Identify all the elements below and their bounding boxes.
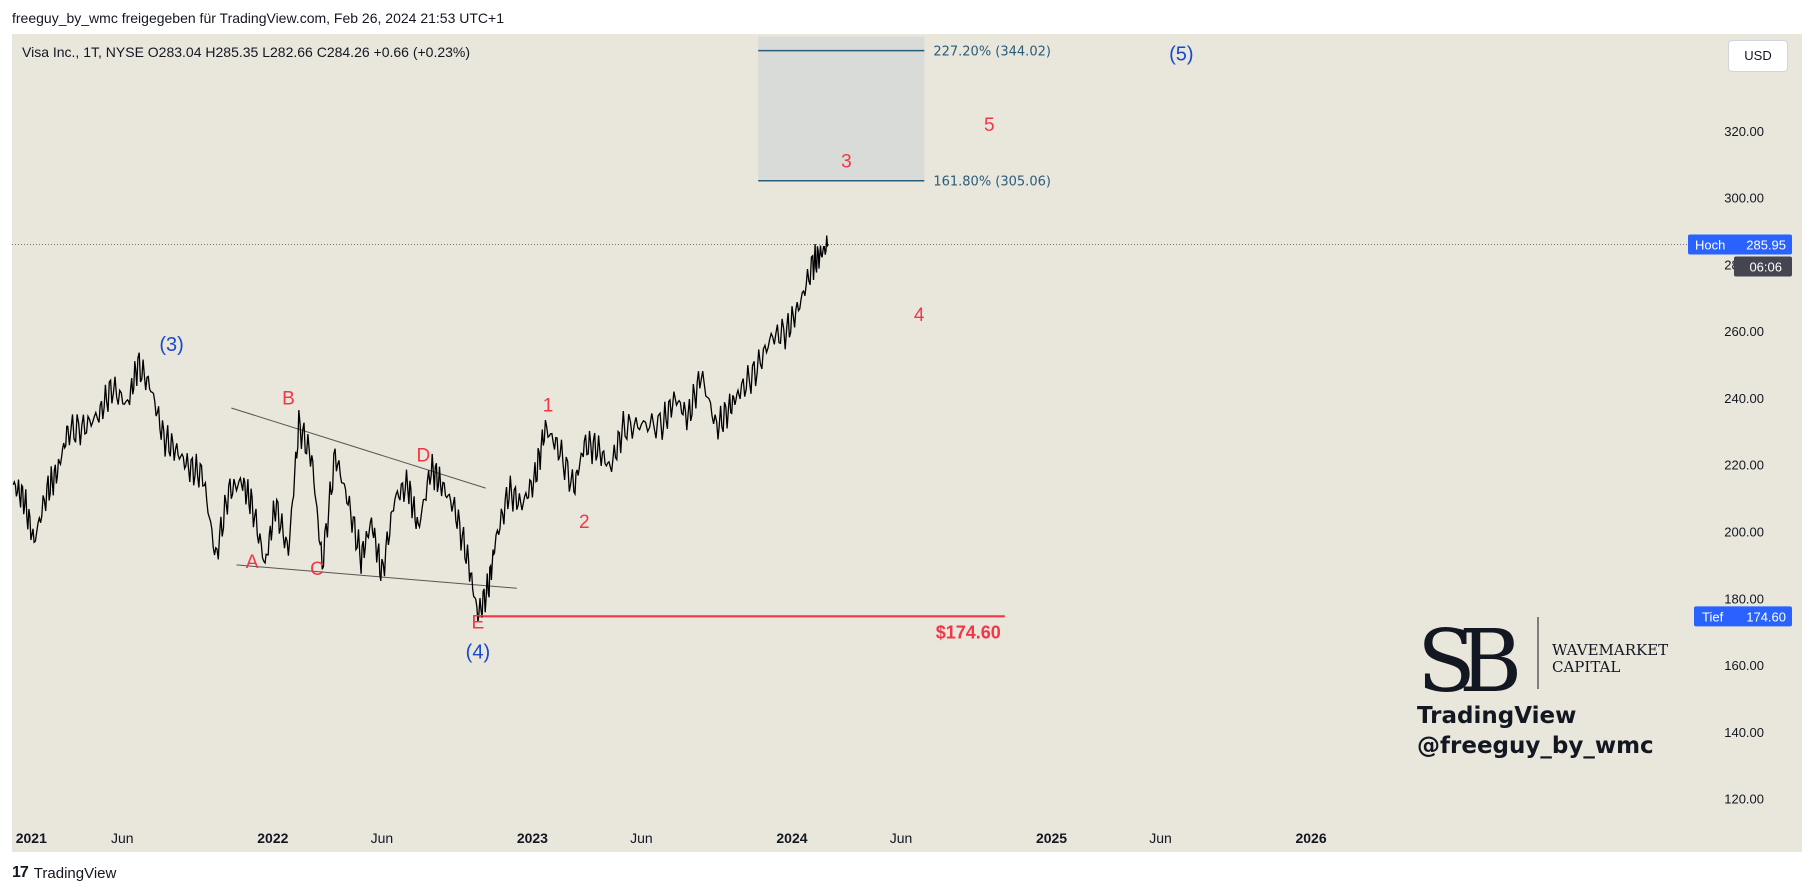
tief-badge-value: 174.60 (1746, 609, 1786, 624)
y-tick-label: 300.00 (1724, 191, 1764, 206)
wave-label-4: 4 (914, 305, 925, 326)
tradingview-logo-icon: 17 (12, 864, 29, 881)
wave-label-degree-3: (3) (159, 334, 183, 356)
logo-s-glyph: S (1417, 612, 1476, 701)
x-tick-label: Jun (371, 830, 394, 846)
logo-b-glyph: B (1459, 612, 1522, 701)
wave-label-C: C (310, 559, 324, 580)
x-tick-label: 2023 (517, 830, 548, 846)
x-tick-label: Jun (111, 830, 134, 846)
wave-label-A: A (246, 552, 259, 573)
footer[interactable]: 17 TradingView (12, 864, 116, 882)
y-tick-label: 200.00 (1724, 525, 1764, 540)
triangle-trendline-0 (231, 407, 486, 489)
fib-zone-box (758, 36, 925, 181)
x-tick-label: Jun (630, 830, 653, 846)
price-badges: Hoch 285.95 06:06 Tief 174.60 (1688, 234, 1792, 627)
price-chart[interactable]: 227.20% (344.02) 161.80% (305.06) $174.60… (12, 34, 1802, 852)
y-tick-label: 160.00 (1724, 658, 1764, 673)
hoch-badge-label: Hoch (1695, 238, 1725, 253)
wave-label-degree-5: (5) (1169, 44, 1193, 66)
annotation-lines: $174.60 (12, 244, 1712, 642)
wave-label-D: D (417, 445, 431, 466)
support-line-label: $174.60 (936, 622, 1001, 642)
countdown-badge (1734, 256, 1792, 277)
price-series-line (12, 235, 829, 623)
symbol-info: Visa Inc., 1T, NYSE O283.04 H285.35 L282… (22, 44, 471, 60)
y-tick-label: 220.00 (1724, 458, 1764, 473)
wavemarket-logo: S B WAVEMARKET CAPITAL (1417, 612, 1668, 701)
tief-badge (1694, 606, 1792, 627)
currency-button[interactable]: USD (1728, 40, 1788, 72)
fibonacci-zone[interactable]: 227.20% (344.02) 161.80% (305.06) (758, 36, 1051, 190)
x-tick-label: 2024 (776, 830, 807, 846)
watermark: S B WAVEMARKET CAPITAL TradingView @free… (1417, 611, 1677, 761)
wave-label-3: 3 (841, 152, 852, 173)
fib-level-label-0: 227.20% (344.02) (933, 45, 1051, 60)
y-tick-label: 260.00 (1724, 324, 1764, 339)
y-tick-label: 120.00 (1724, 792, 1764, 807)
x-tick-label: 2021 (16, 830, 47, 846)
wave-label-E: E (472, 612, 485, 633)
x-tick-label: Jun (890, 830, 913, 846)
wave-label-5: 5 (984, 115, 995, 136)
y-tick-label: 240.00 (1724, 391, 1764, 406)
wave-label-degree-4: (4) (466, 641, 490, 663)
x-tick-label: 2025 (1036, 830, 1067, 846)
triangle-trendline-1 (236, 564, 517, 589)
hoch-badge-value: 285.95 (1746, 238, 1786, 253)
y-tick-label: 180.00 (1724, 591, 1764, 606)
watermark-platform: TradingView (1417, 703, 1577, 729)
wave-label-2: 2 (579, 512, 590, 533)
wave-label-B: B (282, 389, 295, 410)
x-tick-label: 2026 (1295, 830, 1326, 846)
logo-company-line2: CAPITAL (1552, 658, 1620, 676)
tief-badge-label: Tief (1702, 609, 1724, 624)
y-tick-label: 140.00 (1724, 725, 1764, 740)
hoch-badge (1688, 234, 1792, 255)
fib-level-label-1: 161.80% (305.06) (933, 175, 1051, 190)
watermark-handle: @freeguy_by_wmc (1417, 733, 1654, 759)
chart-area[interactable]: 227.20% (344.02) 161.80% (305.06) $174.60… (12, 34, 1802, 852)
y-tick-label: 320.00 (1724, 124, 1764, 139)
x-tick-label: 2022 (257, 830, 288, 846)
wave-labels: A B C D E 1 2 3 4 5 (3) (4) (5) (159, 44, 1193, 664)
x-tick-label: Jun (1149, 830, 1172, 846)
logo-company-line1: WAVEMARKET (1552, 641, 1668, 659)
countdown-badge-value: 06:06 (1749, 260, 1782, 275)
attribution-header: freeguy_by_wmc freigegeben für TradingVi… (12, 10, 504, 26)
wave-label-1: 1 (543, 395, 554, 416)
footer-brand: TradingView (33, 864, 117, 882)
